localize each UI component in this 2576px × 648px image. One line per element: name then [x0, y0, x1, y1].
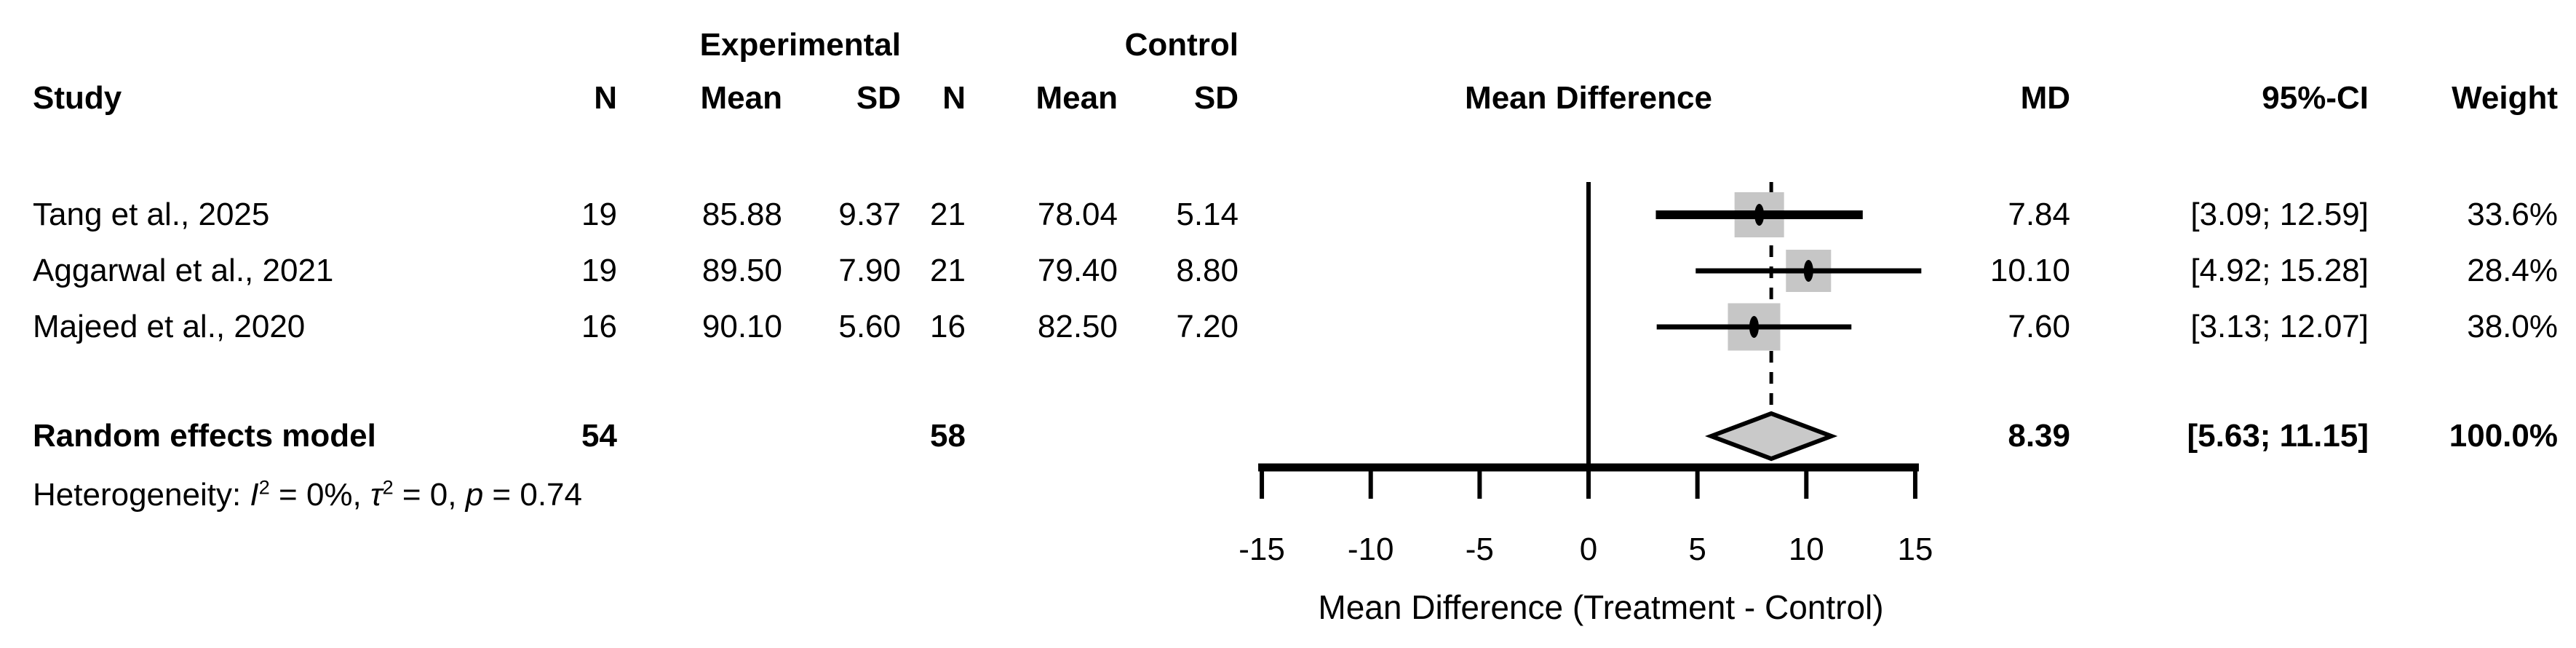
study-name: Tang et al., 2025 — [33, 197, 270, 232]
summary-md: 8.39 — [2008, 418, 2070, 454]
study-md: 7.84 — [2008, 197, 2070, 232]
x-axis-title: Mean Difference (Treatment - Control) — [1318, 588, 1884, 626]
i-squared-exponent: 2 — [258, 475, 270, 499]
study-n-control: 21 — [930, 253, 966, 288]
group-header-control: Control — [1124, 27, 1239, 63]
axis-tick-label: -15 — [1239, 532, 1285, 567]
axis-tick-label: 10 — [1788, 532, 1824, 567]
study-mean-experimental: 85.88 — [701, 197, 782, 232]
study-ci: [4.92; 15.28] — [2190, 253, 2369, 288]
point-estimate-marker — [1803, 260, 1813, 282]
group-header-experimental: Experimental — [699, 27, 901, 63]
study-md: 10.10 — [1989, 253, 2070, 288]
study-sd-control: 7.20 — [1176, 309, 1239, 344]
tau-squared-symbol: τ — [370, 477, 383, 513]
i-squared-value: = 0%, — [269, 477, 370, 513]
study-n-experimental: 16 — [581, 309, 617, 344]
study-mean-experimental: 90.10 — [701, 309, 782, 344]
study-sd-experimental: 9.37 — [838, 197, 901, 232]
study-sd-control: 8.80 — [1176, 253, 1239, 288]
weight-square — [1786, 250, 1832, 292]
tau-squared-exponent: 2 — [382, 475, 394, 499]
summary-ci: [5.63; 11.15] — [2187, 418, 2369, 454]
p-value: = 0.74 — [483, 477, 582, 513]
axis-tick-label: -5 — [1465, 532, 1494, 567]
study-name: Majeed et al., 2020 — [33, 309, 306, 344]
weight-square — [1728, 303, 1781, 351]
summary-n-control: 58 — [930, 418, 966, 454]
col-header-mean-control: Mean — [1035, 80, 1118, 116]
point-estimate-marker — [1749, 316, 1759, 338]
study-weight: 33.6% — [2467, 197, 2558, 232]
study-weight: 28.4% — [2467, 253, 2558, 288]
col-header-weight: Weight — [2452, 80, 2558, 116]
study-name: Aggarwal et al., 2021 — [33, 253, 334, 288]
summary-weight: 100.0% — [2449, 418, 2558, 454]
study-sd-experimental: 5.60 — [838, 309, 901, 344]
col-header-sd-control: SD — [1193, 80, 1239, 116]
study-mean-control: 82.50 — [1037, 309, 1118, 344]
col-header-study: Study — [33, 80, 122, 116]
i-squared-symbol: I — [250, 477, 259, 513]
col-header-mean-difference-plot: Mean Difference — [1465, 80, 1712, 116]
col-header-ci: 95%-CI — [2262, 80, 2369, 116]
axis-tick-label: 15 — [1897, 532, 1933, 567]
heterogeneity-note: Heterogeneity: I2 = 0%, τ2 = 0, p = 0.74 — [33, 475, 582, 515]
heterogeneity-prefix: Heterogeneity: — [33, 477, 250, 513]
study-ci: [3.09; 12.59] — [2190, 197, 2369, 232]
col-header-n-control: N — [942, 80, 966, 116]
axis-tick-label: 5 — [1688, 532, 1706, 567]
summary-label: Random effects model — [33, 418, 376, 454]
study-md: 7.60 — [2008, 309, 2070, 344]
axis-tick-label: -10 — [1347, 532, 1394, 567]
axis-tick-label: 0 — [1579, 532, 1598, 567]
study-n-control: 21 — [930, 197, 966, 232]
study-sd-experimental: 7.90 — [838, 253, 901, 288]
p-symbol: p — [465, 477, 484, 513]
summary-diamond — [1704, 411, 1838, 462]
study-n-experimental: 19 — [581, 197, 617, 232]
point-estimate-marker — [1754, 204, 1765, 226]
tau-squared-value: = 0, — [393, 477, 466, 513]
col-header-sd-experimental: SD — [856, 80, 901, 116]
col-header-mean-experimental: Mean — [700, 80, 782, 116]
col-header-n-experimental: N — [594, 80, 617, 116]
weight-square — [1734, 192, 1784, 237]
study-sd-control: 5.14 — [1176, 197, 1239, 232]
study-n-control: 16 — [930, 309, 966, 344]
study-mean-control: 78.04 — [1037, 197, 1118, 232]
study-mean-experimental: 89.50 — [701, 253, 782, 288]
col-header-md: MD — [2020, 80, 2070, 116]
study-weight: 38.0% — [2467, 309, 2558, 344]
study-n-experimental: 19 — [581, 253, 617, 288]
summary-n-experimental: 54 — [581, 418, 617, 454]
study-mean-control: 79.40 — [1037, 253, 1118, 288]
study-ci: [3.13; 12.07] — [2190, 309, 2369, 344]
